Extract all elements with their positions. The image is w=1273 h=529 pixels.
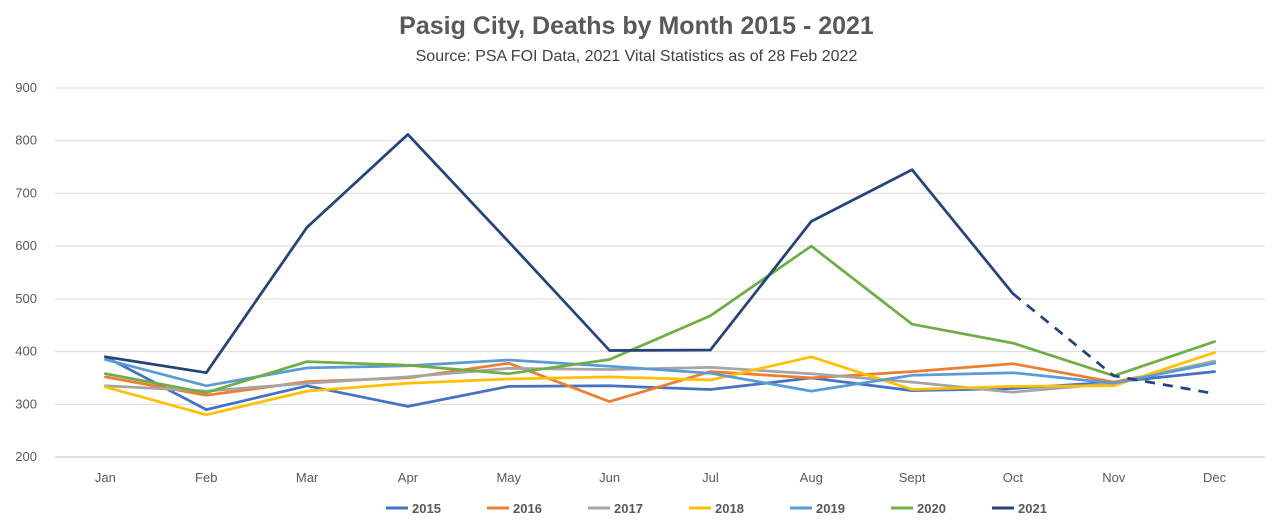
- series-2019-line: [104, 358, 1216, 393]
- y-tick-label: 300: [15, 396, 37, 411]
- legend-label-2017: 2017: [614, 501, 643, 516]
- y-tick-label: 700: [15, 185, 37, 200]
- x-tick-label: Apr: [398, 470, 419, 485]
- series-2018-line: [104, 351, 1216, 417]
- y-tick-label: 200: [15, 449, 37, 464]
- x-tick-label: Feb: [195, 470, 217, 485]
- x-tick-label: Sept: [899, 470, 926, 485]
- x-tick-label: Jul: [702, 470, 719, 485]
- chart-title: Pasig City, Deaths by Month 2015 - 2021: [399, 12, 874, 40]
- legend-label-2018: 2018: [715, 501, 744, 516]
- legend-label-2020: 2020: [917, 501, 946, 516]
- y-tick-label: 600: [15, 238, 37, 253]
- x-tick-label: Dec: [1203, 470, 1227, 485]
- chart-subtitle: Source: PSA FOI Data, 2021 Vital Statist…: [415, 48, 858, 65]
- legend-label-2021: 2021: [1018, 501, 1047, 516]
- y-tick-label: 800: [15, 133, 37, 148]
- legend-label-2015: 2015: [412, 501, 441, 516]
- x-tick-label: Jan: [95, 470, 116, 485]
- series-2020-line: [104, 244, 1216, 395]
- series-2021-projected-line: [1012, 292, 1215, 396]
- x-tick-label: Oct: [1003, 470, 1024, 485]
- x-tick-label: Aug: [800, 470, 823, 485]
- x-tick-label: May: [496, 470, 521, 485]
- y-tick-label: 900: [15, 80, 37, 95]
- x-tick-label: Nov: [1102, 470, 1126, 485]
- legend-label-2016: 2016: [513, 501, 542, 516]
- y-tick-label: 500: [15, 291, 37, 306]
- series-2021-line: [104, 133, 1015, 375]
- x-tick-label: Jun: [599, 470, 620, 485]
- legend-label-2019: 2019: [816, 501, 845, 516]
- y-tick-label: 400: [15, 344, 37, 359]
- x-tick-label: Mar: [296, 470, 319, 485]
- series-2015-line: [104, 355, 1216, 411]
